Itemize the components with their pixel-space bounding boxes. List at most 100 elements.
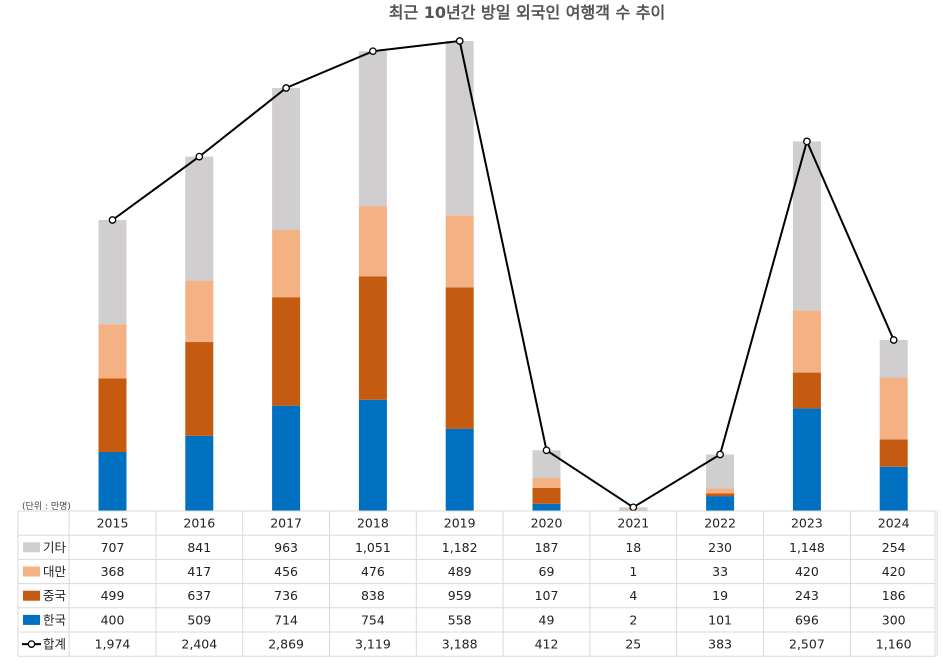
bar-한국-2017 xyxy=(272,405,301,511)
legend-label-기타: 기타 xyxy=(43,540,67,555)
bar-대만-2015 xyxy=(98,324,127,379)
legend-key-대만 xyxy=(23,566,40,577)
total-point-2021 xyxy=(629,503,638,512)
table-cell-한국-2023: 696 xyxy=(795,612,819,627)
bar-대만-2020 xyxy=(532,477,561,488)
total-point-2020 xyxy=(542,446,551,455)
table-cell-한국-2021: 2 xyxy=(629,612,637,627)
bar-중국-2024 xyxy=(879,439,908,467)
total-point-2023 xyxy=(803,137,811,146)
table-cell-한국-2015: 400 xyxy=(101,612,125,627)
table-cell-합계-2019: 3,188 xyxy=(442,637,478,652)
total-point-2018 xyxy=(369,47,377,56)
table-cell-합계-2022: 383 xyxy=(708,637,732,652)
x-tick-label-2017: 2017 xyxy=(270,516,302,531)
table-cell-기타-2024: 254 xyxy=(882,540,906,555)
x-tick-label-2018: 2018 xyxy=(357,516,389,531)
table-cell-대만-2015: 368 xyxy=(101,564,125,579)
bar-대만-2018 xyxy=(358,206,387,277)
bar-기타-2024 xyxy=(879,340,908,378)
table-cell-한국-2016: 509 xyxy=(187,612,211,627)
table-cell-합계-2018: 3,119 xyxy=(355,637,391,652)
table-cell-기타-2015: 707 xyxy=(101,540,125,555)
table-cell-한국-2018: 754 xyxy=(361,612,385,627)
table-cell-합계-2015: 1,974 xyxy=(95,637,131,652)
legend-label-중국: 중국 xyxy=(43,588,66,603)
table-cell-기타-2023: 1,148 xyxy=(789,540,825,555)
bar-한국-2022 xyxy=(706,496,735,511)
bar-기타-2018 xyxy=(358,51,387,207)
bar-한국-2024 xyxy=(879,466,908,511)
table-cell-기타-2022: 230 xyxy=(708,540,732,555)
total-point-2024 xyxy=(889,336,898,344)
total-point-2022 xyxy=(716,450,724,459)
table-cell-중국-2023: 243 xyxy=(795,588,819,603)
bar-한국-2016 xyxy=(185,436,214,511)
chart-title: 최근 10년간 방일 외국인 여행객 수 추이 xyxy=(389,3,666,22)
table-cell-중국-2017: 736 xyxy=(274,588,298,603)
table-cell-기타-2018: 1,051 xyxy=(355,540,391,555)
table-cell-대만-2024: 420 xyxy=(882,564,906,579)
table-cell-기타-2016: 841 xyxy=(187,540,211,555)
unit-label: (단위 : 만명) xyxy=(22,501,71,512)
bar-중국-2023 xyxy=(792,372,821,409)
bar-중국-2020 xyxy=(532,488,561,504)
total-line-series xyxy=(108,37,898,512)
total-point-2017 xyxy=(282,84,290,92)
bar-중국-2017 xyxy=(272,297,301,406)
bar-중국-2015 xyxy=(98,378,127,453)
table-cell-합계-2021: 25 xyxy=(625,637,641,652)
table-cell-한국-2022: 101 xyxy=(708,612,732,627)
table-cell-기타-2019: 1,182 xyxy=(442,540,478,555)
stacked-bars xyxy=(18,41,935,512)
table-cell-합계-2023: 2,507 xyxy=(789,637,825,652)
x-tick-label-2015: 2015 xyxy=(97,516,129,531)
legend-key-중국 xyxy=(23,590,40,601)
data-table: 2015 2016 2017 2018 2019 2020 2021 2022 2023 2024… xyxy=(17,510,938,657)
legend-label-합계: 합계 xyxy=(43,637,66,652)
table-cell-대만-2021: 1 xyxy=(629,564,637,579)
table-cell-대만-2022: 33 xyxy=(712,564,728,579)
table-cell-합계-2016: 2,404 xyxy=(181,637,217,652)
x-tick-label-2016: 2016 xyxy=(183,516,215,531)
table-cell-대만-2019: 489 xyxy=(448,564,472,579)
bar-대만-2024 xyxy=(879,377,908,440)
bar-중국-2018 xyxy=(358,276,387,400)
bar-중국-2016 xyxy=(185,342,214,436)
table-cell-중국-2016: 637 xyxy=(187,588,211,603)
table-cell-합계-2017: 2,869 xyxy=(268,637,304,652)
table-cell-한국-2019: 558 xyxy=(448,612,472,627)
table-cell-중국-2022: 19 xyxy=(712,588,728,603)
table-cell-중국-2024: 186 xyxy=(882,588,906,603)
bar-중국-2022 xyxy=(706,493,735,497)
x-tick-label-2021: 2021 xyxy=(617,516,649,531)
total-line xyxy=(111,39,895,509)
table-cell-대만-2020: 69 xyxy=(539,564,555,579)
legend-key-total-marker xyxy=(27,640,36,648)
x-tick-label-2022: 2022 xyxy=(704,516,736,531)
bar-중국-2019 xyxy=(445,287,474,429)
bar-기타-2023 xyxy=(792,141,821,311)
table-cell-합계-2020: 412 xyxy=(535,637,559,652)
total-point-2019 xyxy=(455,37,464,45)
table-cell-대만-2017: 456 xyxy=(274,564,298,579)
bar-한국-2018 xyxy=(358,399,387,511)
table-cell-한국-2024: 300 xyxy=(882,612,906,627)
legend-key-기타 xyxy=(23,542,40,553)
x-tick-label-2023: 2023 xyxy=(791,516,823,531)
table-cell-중국-2018: 838 xyxy=(361,588,385,603)
bar-대만-2017 xyxy=(272,230,301,298)
legend-label-한국: 한국 xyxy=(43,612,66,627)
bar-한국-2020 xyxy=(532,503,561,511)
bar-기타-2019 xyxy=(445,41,474,216)
table-cell-대만-2023: 420 xyxy=(795,564,819,579)
table-cell-중국-2020: 107 xyxy=(535,588,559,603)
bar-대만-2019 xyxy=(445,215,474,288)
table-cell-기타-2020: 187 xyxy=(535,540,559,555)
bar-기타-2016 xyxy=(185,156,214,281)
table-cell-기타-2021: 18 xyxy=(625,540,641,555)
bar-기타-2020 xyxy=(532,450,561,478)
bar-대만-2023 xyxy=(792,310,821,373)
table-cell-중국-2015: 499 xyxy=(101,588,125,603)
